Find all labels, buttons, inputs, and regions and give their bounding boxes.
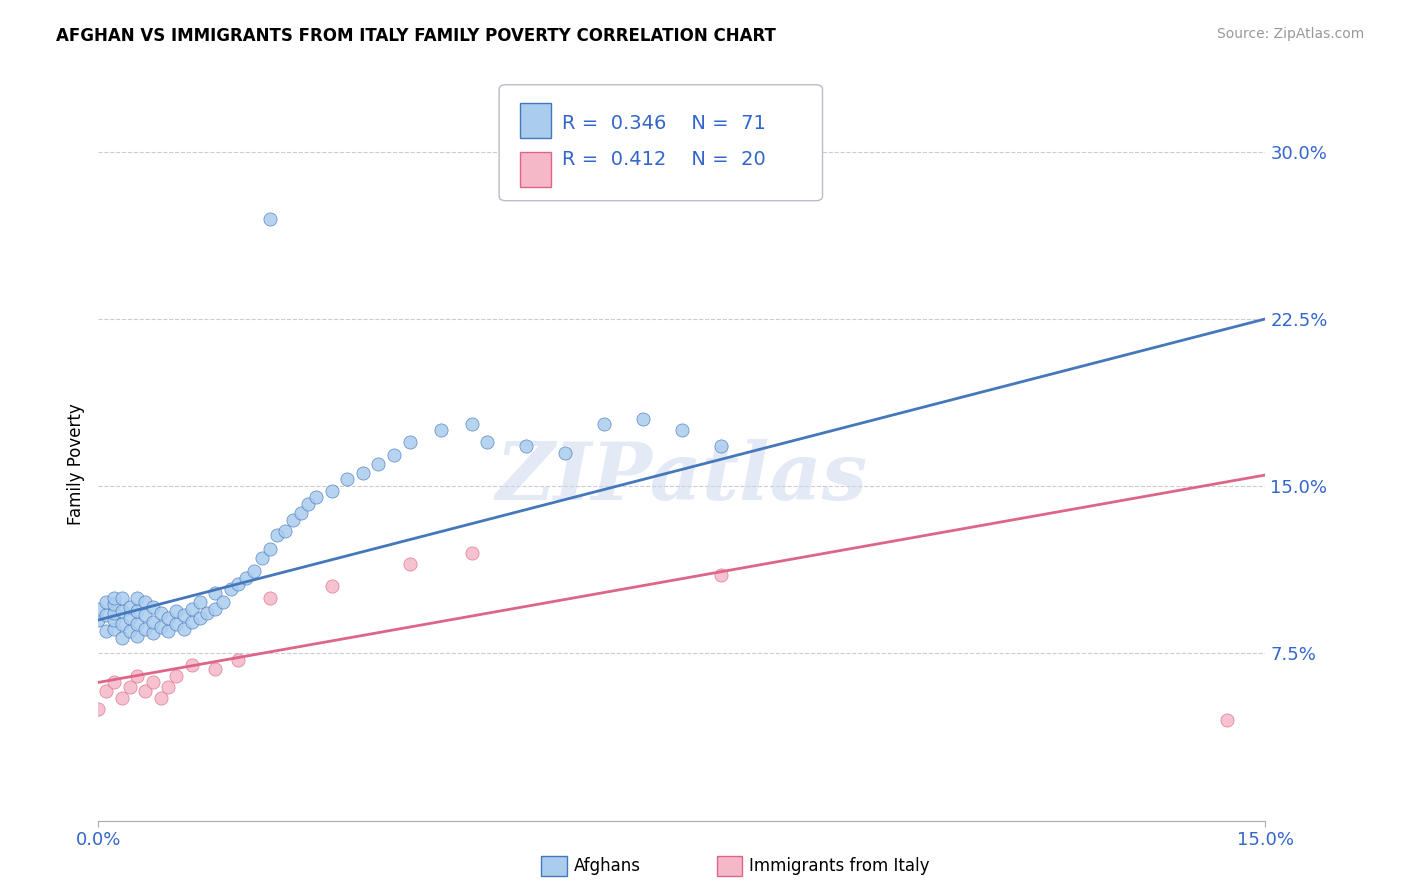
Point: [259, 591, 281, 605]
Point: [710, 568, 733, 582]
Point: [204, 602, 226, 616]
Point: [259, 541, 281, 556]
Point: [127, 617, 149, 632]
Point: [274, 524, 297, 538]
Point: [87, 613, 110, 627]
Point: [134, 595, 156, 609]
Point: [180, 602, 202, 616]
Point: [212, 595, 235, 609]
Point: [103, 675, 125, 690]
Point: [134, 608, 156, 623]
Point: [142, 615, 165, 630]
Point: [127, 669, 149, 683]
Point: [173, 622, 195, 636]
Point: [118, 680, 141, 694]
Point: [127, 628, 149, 642]
Point: [103, 622, 125, 636]
Point: [142, 599, 165, 614]
Point: [111, 690, 134, 705]
Text: Afghans: Afghans: [574, 857, 641, 875]
Point: [149, 607, 172, 621]
Point: [165, 669, 187, 683]
Point: [165, 617, 187, 632]
Point: [96, 684, 118, 698]
Point: [321, 580, 343, 594]
Point: [103, 591, 125, 605]
Point: [367, 457, 389, 471]
Point: [134, 684, 156, 698]
Point: [96, 624, 118, 639]
Point: [103, 598, 125, 612]
Point: [321, 483, 343, 498]
Point: [671, 424, 693, 438]
Point: [710, 439, 733, 453]
Point: [142, 675, 165, 690]
Point: [631, 412, 654, 426]
Text: R =  0.346    N =  71: R = 0.346 N = 71: [562, 114, 766, 133]
Point: [96, 608, 118, 623]
Point: [297, 497, 319, 511]
Point: [195, 607, 218, 621]
Point: [250, 550, 273, 565]
Point: [1215, 714, 1237, 728]
Point: [157, 680, 180, 694]
Point: [111, 617, 134, 632]
Point: [382, 448, 405, 462]
Point: [118, 599, 141, 614]
Point: [228, 577, 250, 591]
Text: Immigrants from Italy: Immigrants from Italy: [749, 857, 929, 875]
Point: [477, 434, 499, 449]
Point: [266, 528, 288, 542]
Point: [305, 491, 328, 505]
Point: [118, 624, 141, 639]
Point: [103, 613, 125, 627]
Point: [204, 586, 226, 600]
Point: [593, 417, 616, 431]
Point: [281, 512, 304, 526]
Point: [127, 591, 149, 605]
Point: [180, 615, 202, 630]
Text: AFGHAN VS IMMIGRANTS FROM ITALY FAMILY POVERTY CORRELATION CHART: AFGHAN VS IMMIGRANTS FROM ITALY FAMILY P…: [56, 27, 776, 45]
Point: [149, 690, 172, 705]
Point: [142, 626, 165, 640]
Point: [461, 417, 484, 431]
Point: [228, 653, 250, 667]
Text: Source: ZipAtlas.com: Source: ZipAtlas.com: [1216, 27, 1364, 41]
Point: [554, 446, 576, 460]
Point: [173, 608, 195, 623]
Point: [87, 602, 110, 616]
Point: [259, 211, 281, 226]
Point: [149, 620, 172, 634]
Point: [188, 611, 211, 625]
Point: [235, 571, 257, 585]
Point: [134, 622, 156, 636]
Point: [352, 466, 374, 480]
Point: [336, 473, 359, 487]
Point: [290, 506, 312, 520]
Point: [157, 624, 180, 639]
Point: [165, 604, 187, 618]
Point: [180, 657, 202, 672]
Text: R =  0.412    N =  20: R = 0.412 N = 20: [562, 150, 766, 169]
Point: [398, 434, 420, 449]
Y-axis label: Family Poverty: Family Poverty: [66, 403, 84, 524]
Point: [118, 611, 141, 625]
Point: [96, 595, 118, 609]
Point: [111, 591, 134, 605]
Point: [398, 557, 420, 572]
Point: [188, 595, 211, 609]
Point: [243, 564, 266, 578]
Point: [87, 702, 110, 716]
Point: [111, 604, 134, 618]
Point: [204, 662, 226, 676]
Point: [515, 439, 537, 453]
Point: [219, 582, 242, 596]
Text: ZIPatlas: ZIPatlas: [496, 440, 868, 516]
Point: [127, 604, 149, 618]
Point: [157, 611, 180, 625]
Point: [429, 424, 451, 438]
Point: [103, 607, 125, 621]
Point: [111, 631, 134, 645]
Point: [461, 546, 484, 560]
